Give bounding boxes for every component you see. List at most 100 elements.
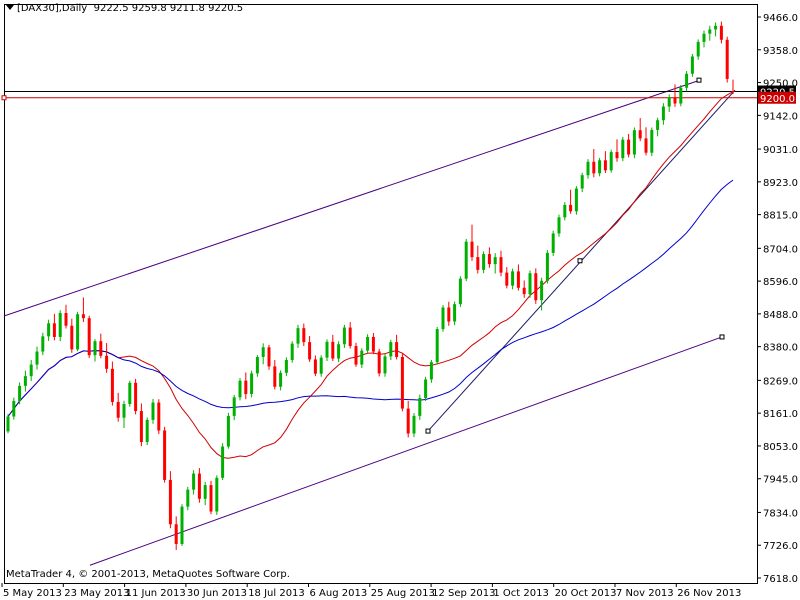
candle-body-bear (627, 139, 631, 155)
candle-body-bull (435, 329, 439, 363)
candle-body-bull (714, 25, 718, 30)
candle-body-bear (331, 341, 335, 359)
y-tick-label: 9250.0 (763, 79, 798, 90)
y-tick-label: 8596.0 (763, 277, 798, 288)
candle-body-bear (52, 323, 56, 337)
candle-body-bear (302, 328, 306, 343)
y-tick-label: 8815.0 (763, 211, 798, 222)
candle-body-bull (337, 344, 341, 359)
candle-body-bear (267, 347, 271, 367)
candle-body-bear (273, 366, 277, 387)
candle-body-bull (76, 314, 80, 350)
candle-body-bull (383, 356, 387, 374)
candle-body-bear (209, 485, 213, 512)
candle-body-bull (511, 271, 515, 286)
moving-average-slow (7, 179, 734, 417)
candle-body-bull (458, 278, 462, 305)
candle-body-bear (447, 307, 451, 322)
candle-body-bull (424, 379, 428, 398)
trendline-anchor (425, 428, 431, 434)
candle-body-bear (522, 287, 526, 295)
candle-body-bear (134, 382, 138, 412)
candle-body-bear (644, 138, 648, 153)
candle-body-bear (592, 161, 596, 174)
candle-body-bull (325, 341, 329, 358)
y-tick-label: 7726.0 (763, 541, 798, 552)
candle-body-bull (215, 477, 219, 512)
candle-body-bull (296, 328, 300, 344)
candle-body-bull (702, 33, 706, 42)
x-tick-label: 1 Oct 2013 (493, 588, 548, 599)
candle-body-bear (81, 314, 85, 319)
candle-body-bear (371, 336, 375, 352)
candle-body-bull (656, 120, 660, 130)
candle-body-bull (598, 160, 602, 174)
y-tick-label: 7834.0 (763, 508, 798, 519)
candle-body-bull (650, 129, 654, 153)
y-tick-label: 9142.0 (763, 111, 798, 122)
y-tick-label: 9466.0 (763, 13, 798, 24)
candle-body-bull (540, 280, 544, 301)
candle-body-bull (58, 312, 62, 337)
candle-body-bear (725, 39, 729, 79)
candle-body-bear (569, 204, 573, 212)
ohlc-readout: 9222.5 9259.8 9211.8 9220.5 (93, 3, 244, 14)
candle-body-bull (690, 56, 694, 74)
candle-body-bull (545, 252, 549, 281)
candle-body-bull (389, 342, 393, 357)
dropdown-triangle-icon[interactable] (6, 5, 14, 10)
candle-body-bear (731, 90, 735, 92)
candle-body-bull (284, 360, 288, 373)
candle-body-bear (197, 473, 201, 499)
candle-body-bull (255, 357, 259, 374)
candle-body-bear (534, 273, 538, 301)
candle-body-bear (470, 241, 474, 258)
candle-body-bear (244, 380, 248, 395)
candle-body-bull (6, 416, 10, 432)
candle-body-bull (35, 351, 39, 365)
candle-body-bull (342, 327, 346, 345)
candle-body-bear (139, 411, 143, 442)
candle-body-bull (632, 130, 636, 155)
x-tick-label: 23 May 2013 (64, 588, 129, 599)
candle-body-bull (186, 489, 190, 507)
x-tick-label: 30 Jun 2013 (187, 588, 247, 599)
chart-header: [DAX30],Daily 9222.5 9259.8 9211.8 9220.… (6, 3, 243, 14)
candle-body-bull (464, 241, 468, 279)
candle-body-bear (163, 430, 167, 480)
x-tick-label: 7 Nov 2013 (616, 588, 674, 599)
alert-line-handle (1, 95, 7, 101)
y-tick-label: 8053.0 (763, 442, 798, 453)
candle-body-bull (238, 380, 242, 398)
candle-body-bull (226, 415, 230, 447)
candle-body-bear (168, 479, 172, 525)
candle-body-bull (29, 364, 33, 377)
candle-body-bear (313, 359, 317, 374)
candle-body-bear (719, 25, 723, 40)
x-tick-label: 18 Jul 2013 (248, 588, 305, 599)
candle-body-bear (406, 408, 410, 434)
y-tick-label: 9358.0 (763, 46, 798, 57)
candle-body-bear (308, 342, 312, 360)
candle-body-bull (412, 415, 416, 434)
candle-body-bull (685, 73, 689, 88)
candle-body-bull (453, 304, 457, 322)
symbol-label: [DAX30],Daily (17, 3, 88, 14)
x-tick-label: 11 Jun 2013 (126, 588, 186, 599)
candle-body-bull (696, 41, 700, 57)
candle-body-bear (99, 341, 103, 356)
candle-body-bull (180, 506, 184, 544)
channel-upper-line (3, 79, 701, 317)
candle-body-bear (64, 312, 68, 326)
channel-lower-line (89, 336, 723, 566)
candle-body-bear (157, 402, 161, 431)
copyright-text: MetaTrader 4, © 2001-2013, MetaQuotes So… (6, 569, 290, 580)
candle-body-bear (110, 368, 114, 402)
candle-body-bear (505, 272, 509, 286)
candle-body-bull (128, 382, 132, 405)
x-tick-label: 25 Aug 2013 (371, 588, 435, 599)
candle-body-bull (621, 139, 625, 159)
candle-body-bull (493, 257, 497, 265)
